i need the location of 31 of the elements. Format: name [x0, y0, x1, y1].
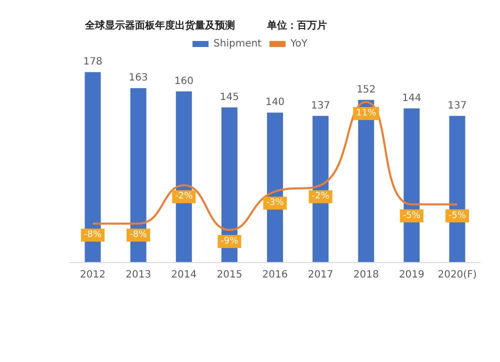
x-tick-label: 2019: [398, 270, 424, 280]
data-label: -5%: [448, 210, 466, 221]
data-label: -2%: [312, 192, 330, 202]
data-label: -2%: [175, 192, 194, 202]
data-label: 160: [174, 76, 194, 87]
data-label: 140: [265, 97, 285, 108]
x-tick-label: 2016: [262, 270, 288, 280]
data-label: -3%: [266, 198, 284, 208]
data-label: 11%: [356, 108, 377, 118]
x-tick-label: 2020(F): [438, 270, 477, 280]
data-label: 163: [128, 72, 148, 84]
x-tick-label: 2013: [126, 270, 152, 280]
data-label: 152: [356, 84, 376, 96]
data-label: 137: [311, 100, 330, 112]
data-label: 145: [220, 92, 239, 103]
data-label: 178: [83, 56, 102, 68]
x-tick-label: 2014: [171, 270, 197, 280]
data-label: -9%: [220, 236, 239, 246]
data-label: -8%: [130, 230, 148, 240]
data-label: 137: [448, 100, 467, 112]
x-tick-label: 2015: [216, 270, 242, 280]
data-label: -8%: [84, 230, 102, 240]
data-label: -5%: [402, 210, 421, 221]
legend-label: YoY: [289, 38, 308, 50]
data-label: 144: [402, 92, 422, 104]
x-tick-label: 2018: [353, 270, 379, 280]
chart-title: 全球显示器面板年度出货量及预测: [84, 20, 235, 32]
x-tick-label: 2017: [308, 270, 334, 280]
x-tick-label: 2012: [80, 270, 106, 280]
legend-label: Shipment: [214, 38, 262, 50]
chart-subtitle: 单位：百万片: [266, 20, 327, 32]
